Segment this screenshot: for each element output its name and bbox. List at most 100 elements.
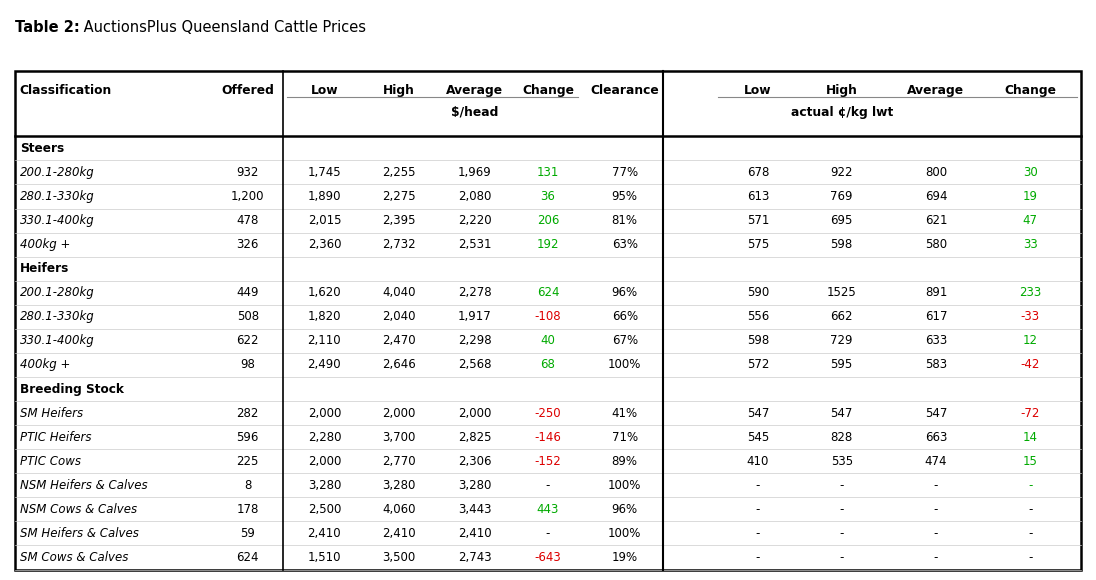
Text: 59: 59 (240, 527, 255, 540)
Text: 2,110: 2,110 (308, 335, 341, 347)
Text: 3,443: 3,443 (458, 503, 491, 516)
Text: 624: 624 (537, 287, 559, 299)
Text: 729: 729 (831, 335, 853, 347)
Text: -33: -33 (1020, 310, 1040, 323)
Text: 2,255: 2,255 (383, 166, 415, 179)
Text: 36: 36 (540, 190, 556, 203)
Text: 14: 14 (1023, 431, 1038, 444)
Text: 40: 40 (540, 335, 556, 347)
Text: 2,000: 2,000 (308, 455, 341, 467)
Text: -: - (756, 551, 760, 564)
Text: 3,280: 3,280 (458, 479, 491, 492)
Text: 100%: 100% (608, 527, 641, 540)
Text: 2,000: 2,000 (458, 407, 491, 419)
Text: Classification: Classification (20, 84, 112, 96)
Text: 200.1-280kg: 200.1-280kg (20, 166, 94, 179)
Text: 1,890: 1,890 (308, 190, 341, 203)
Text: 547: 547 (925, 407, 947, 419)
Text: -: - (840, 551, 844, 564)
Text: 800: 800 (925, 166, 947, 179)
Text: Average: Average (446, 84, 503, 96)
Text: 922: 922 (831, 166, 853, 179)
Text: -: - (1028, 527, 1032, 540)
Text: 2,280: 2,280 (308, 431, 341, 444)
Text: 66%: 66% (612, 310, 638, 323)
Text: 1,745: 1,745 (308, 166, 341, 179)
Text: -: - (1028, 551, 1032, 564)
Text: NSM Cows & Calves: NSM Cows & Calves (20, 503, 137, 516)
Text: 41%: 41% (612, 407, 638, 419)
Text: 3,700: 3,700 (383, 431, 415, 444)
Text: 2,306: 2,306 (458, 455, 491, 467)
Text: 96%: 96% (612, 503, 638, 516)
Text: 769: 769 (831, 190, 853, 203)
Text: 932: 932 (237, 166, 259, 179)
Text: 67%: 67% (612, 335, 638, 347)
Text: 633: 633 (925, 335, 947, 347)
Text: 2,646: 2,646 (383, 358, 415, 371)
Text: PTIC Cows: PTIC Cows (20, 455, 81, 467)
Text: 2,000: 2,000 (383, 407, 415, 419)
Text: 1,620: 1,620 (308, 287, 341, 299)
Text: 694: 694 (925, 190, 947, 203)
Text: 4,060: 4,060 (383, 503, 415, 516)
Text: 2,040: 2,040 (383, 310, 415, 323)
Text: 663: 663 (925, 431, 947, 444)
Text: -: - (934, 503, 938, 516)
Text: 3,280: 3,280 (383, 479, 415, 492)
Text: High: High (383, 84, 415, 96)
Text: 1,917: 1,917 (458, 310, 491, 323)
Text: 828: 828 (831, 431, 853, 444)
Text: High: High (825, 84, 858, 96)
Text: 598: 598 (831, 238, 853, 251)
Text: 624: 624 (237, 551, 259, 564)
Text: -: - (934, 551, 938, 564)
Text: 556: 556 (746, 310, 769, 323)
Text: 47: 47 (1023, 214, 1038, 227)
Text: 330.1-400kg: 330.1-400kg (20, 335, 94, 347)
Text: -: - (1028, 479, 1032, 492)
Text: 2,015: 2,015 (308, 214, 341, 227)
Text: Table 2:: Table 2: (15, 20, 80, 35)
Text: 233: 233 (1019, 287, 1041, 299)
Text: -42: -42 (1020, 358, 1040, 371)
Text: 2,410: 2,410 (308, 527, 341, 540)
Text: 131: 131 (537, 166, 559, 179)
Text: 2,275: 2,275 (383, 190, 415, 203)
Text: Heifers: Heifers (20, 262, 69, 275)
Text: -: - (756, 479, 760, 492)
Text: 68: 68 (540, 358, 556, 371)
Text: Offered: Offered (221, 84, 274, 96)
Text: SM Heifers: SM Heifers (20, 407, 83, 419)
Text: -108: -108 (535, 310, 561, 323)
Text: 8: 8 (244, 479, 251, 492)
Text: 3,500: 3,500 (383, 551, 415, 564)
Text: -: - (546, 479, 550, 492)
Text: 100%: 100% (608, 358, 641, 371)
Text: -643: -643 (535, 551, 561, 564)
Text: 596: 596 (237, 431, 259, 444)
Text: actual ¢/kg lwt: actual ¢/kg lwt (790, 106, 893, 118)
Text: 2,490: 2,490 (308, 358, 341, 371)
Text: 2,500: 2,500 (308, 503, 341, 516)
Text: 547: 547 (746, 407, 769, 419)
Bar (15, 71, 1081, 570)
Text: Change: Change (522, 84, 574, 96)
Text: 545: 545 (746, 431, 769, 444)
Text: 410: 410 (746, 455, 769, 467)
Text: 590: 590 (746, 287, 769, 299)
Text: Change: Change (1004, 84, 1057, 96)
Text: 583: 583 (925, 358, 947, 371)
Text: 622: 622 (237, 335, 259, 347)
Text: 19%: 19% (612, 551, 638, 564)
Text: 695: 695 (831, 214, 853, 227)
Text: 4,040: 4,040 (383, 287, 415, 299)
Text: 2,360: 2,360 (308, 238, 341, 251)
Text: 206: 206 (537, 214, 559, 227)
Text: 508: 508 (237, 310, 259, 323)
Text: 280.1-330kg: 280.1-330kg (20, 190, 94, 203)
Text: 81%: 81% (612, 214, 638, 227)
Text: -152: -152 (535, 455, 561, 467)
Text: 3,280: 3,280 (308, 479, 341, 492)
Text: Average: Average (907, 84, 964, 96)
